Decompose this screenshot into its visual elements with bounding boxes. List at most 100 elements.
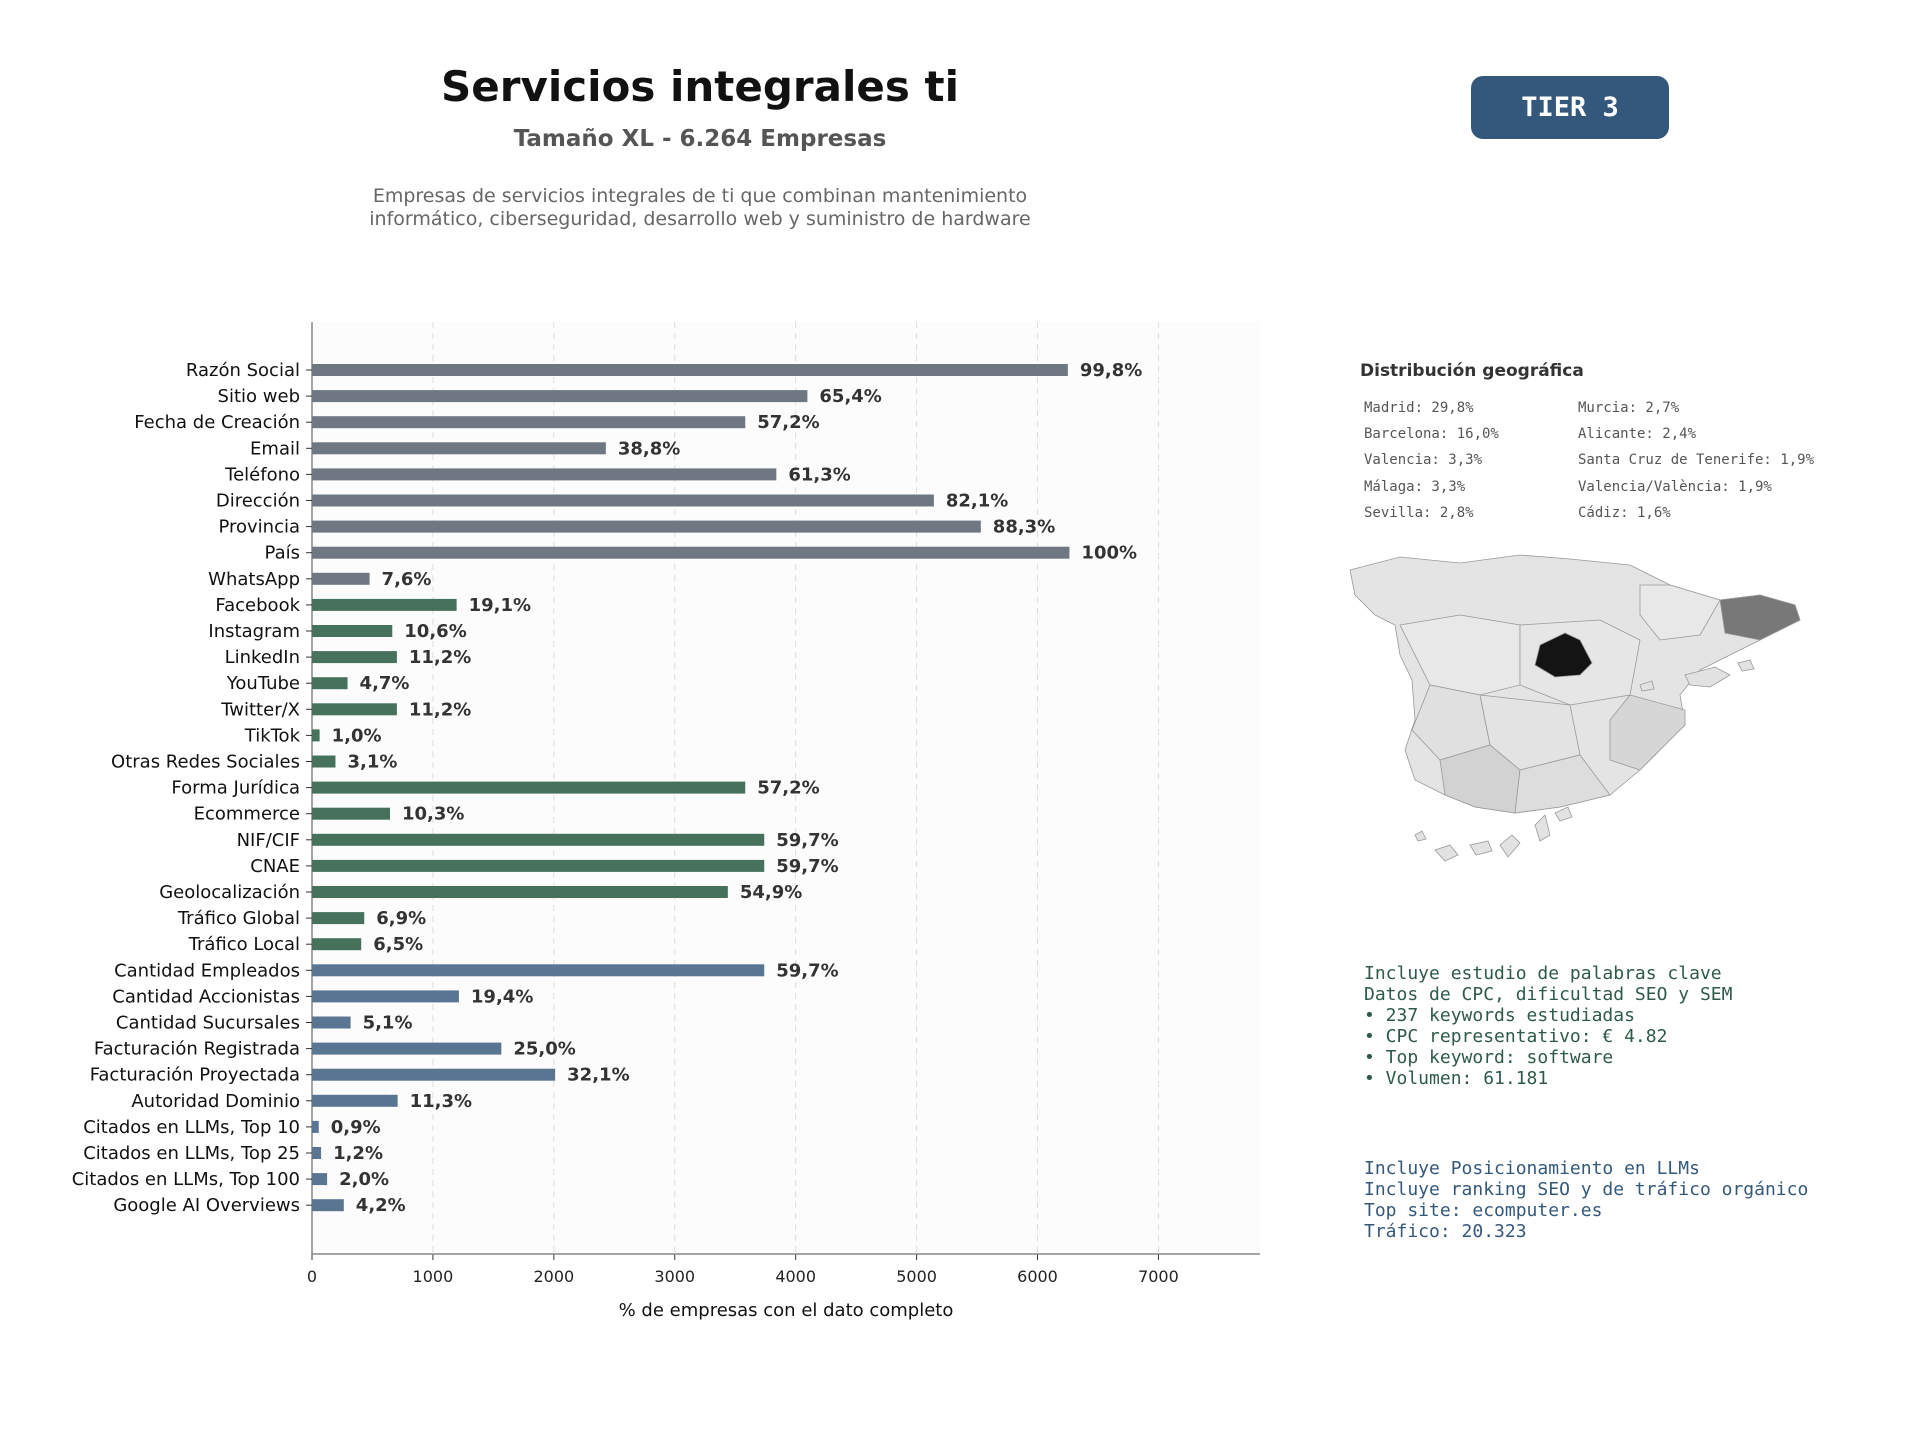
category-label: País bbox=[265, 543, 300, 564]
bar bbox=[312, 859, 765, 872]
data-label: 2,0% bbox=[339, 1169, 389, 1190]
x-tick-label: 4000 bbox=[775, 1267, 816, 1286]
data-label: 4,2% bbox=[356, 1195, 406, 1216]
data-label: 19,4% bbox=[471, 986, 533, 1007]
data-label: 4,7% bbox=[360, 673, 410, 694]
geo-item: Cádiz: 1,6% bbox=[1578, 505, 1671, 521]
geo-item: Barcelona: 16,0% bbox=[1364, 426, 1499, 442]
data-label: 5,1% bbox=[363, 1013, 413, 1034]
keywords-line: • Volumen: 61.181 bbox=[1364, 1068, 1549, 1089]
category-label: Citados en LLMs, Top 100 bbox=[72, 1169, 300, 1190]
page-subtitle: Tamaño XL - 6.264 Empresas bbox=[513, 126, 887, 152]
x-tick-label: 5000 bbox=[896, 1267, 937, 1286]
x-tick-label: 1000 bbox=[413, 1267, 454, 1286]
data-label: 25,0% bbox=[513, 1039, 575, 1060]
data-label: 6,5% bbox=[373, 934, 423, 955]
keywords-line: • Top keyword: software bbox=[1364, 1047, 1614, 1068]
geo-item: Santa Cruz de Tenerife: 1,9% bbox=[1578, 452, 1815, 468]
description-line: Empresas de servicios integrales de ti q… bbox=[372, 185, 1028, 207]
geo-item: Murcia: 2,7% bbox=[1578, 400, 1680, 416]
data-label: 0,9% bbox=[331, 1117, 381, 1138]
bar bbox=[312, 520, 981, 533]
data-label: 38,8% bbox=[618, 438, 680, 459]
category-label: Provincia bbox=[218, 517, 300, 538]
data-label: 100% bbox=[1081, 543, 1137, 564]
data-label: 11,2% bbox=[409, 647, 471, 668]
data-label: 57,2% bbox=[757, 778, 819, 799]
geo-item: Málaga: 3,3% bbox=[1364, 479, 1466, 495]
data-label: 59,7% bbox=[776, 856, 838, 877]
keywords-line: • CPC representativo: € 4.82 bbox=[1364, 1026, 1668, 1047]
category-label: Google AI Overviews bbox=[113, 1195, 300, 1216]
keywords-line: Incluye estudio de palabras clave bbox=[1364, 963, 1722, 984]
x-axis-label: % de empresas con el dato completo bbox=[619, 1300, 954, 1321]
bar bbox=[312, 912, 365, 925]
category-label: Forma Jurídica bbox=[171, 778, 300, 799]
geo-item: Valencia: 3,3% bbox=[1364, 452, 1483, 468]
category-label: Sitio web bbox=[218, 386, 300, 407]
bar bbox=[312, 598, 457, 611]
data-label: 59,7% bbox=[776, 830, 838, 851]
llm-line: Incluye ranking SEO y de tráfico orgánic… bbox=[1364, 1179, 1809, 1200]
description-line: informático, ciberseguridad, desarrollo … bbox=[369, 208, 1031, 230]
category-label: Citados en LLMs, Top 25 bbox=[83, 1143, 300, 1164]
data-label: 99,8% bbox=[1080, 360, 1142, 381]
category-label: TikTok bbox=[244, 725, 301, 746]
bar bbox=[312, 703, 397, 716]
category-label: Email bbox=[250, 438, 300, 459]
page-title: Servicios integrales ti bbox=[441, 62, 959, 111]
data-label: 3,1% bbox=[347, 752, 397, 773]
data-label: 32,1% bbox=[567, 1065, 629, 1086]
category-label: CNAE bbox=[250, 856, 300, 877]
category-label: Twitter/X bbox=[220, 699, 300, 720]
bar bbox=[312, 729, 320, 742]
x-tick-label: 3000 bbox=[654, 1267, 695, 1286]
category-label: YouTube bbox=[226, 673, 300, 694]
llm-line: Top site: ecomputer.es bbox=[1364, 1200, 1603, 1221]
category-label: Instagram bbox=[208, 621, 300, 642]
data-label: 61,3% bbox=[788, 464, 850, 485]
category-label: Dirección bbox=[216, 491, 300, 512]
bar bbox=[312, 677, 348, 690]
bar bbox=[312, 1068, 556, 1081]
bar bbox=[312, 807, 390, 820]
category-label: Tráfico Local bbox=[188, 934, 300, 955]
category-label: Otras Redes Sociales bbox=[111, 752, 300, 773]
x-tick-label: 7000 bbox=[1138, 1267, 1179, 1286]
category-label: WhatsApp bbox=[208, 569, 300, 590]
bar bbox=[312, 468, 777, 481]
bar bbox=[312, 990, 459, 1003]
data-label: 19,1% bbox=[469, 595, 531, 616]
category-label: Citados en LLMs, Top 10 bbox=[83, 1117, 300, 1138]
data-label: 59,7% bbox=[776, 960, 838, 981]
bar bbox=[312, 1199, 344, 1212]
data-label: 57,2% bbox=[757, 412, 819, 433]
category-label: Cantidad Sucursales bbox=[116, 1013, 300, 1034]
data-label: 82,1% bbox=[946, 491, 1008, 512]
bar bbox=[312, 572, 370, 585]
bar bbox=[312, 886, 728, 898]
bar bbox=[312, 755, 336, 768]
geo-item: Sevilla: 2,8% bbox=[1364, 505, 1474, 521]
bar bbox=[312, 1042, 502, 1055]
bar bbox=[312, 1120, 319, 1133]
bar bbox=[312, 781, 746, 794]
x-tick-label: 2000 bbox=[533, 1267, 574, 1286]
keywords-line: • 237 keywords estudiadas bbox=[1364, 1005, 1635, 1026]
data-label: 54,9% bbox=[740, 882, 802, 903]
bar bbox=[312, 833, 765, 846]
category-label: Facturación Registrada bbox=[94, 1039, 300, 1060]
category-label: Facebook bbox=[215, 595, 300, 616]
category-label: Cantidad Empleados bbox=[114, 960, 300, 981]
category-label: Autoridad Dominio bbox=[131, 1091, 300, 1112]
llm-line: Incluye Posicionamiento en LLMs bbox=[1364, 1158, 1700, 1179]
geo-title: Distribución geográfica bbox=[1360, 361, 1584, 381]
tier-badge: TIER 3 bbox=[1471, 76, 1669, 139]
llm-panel: Incluye Posicionamiento en LLMs Incluye … bbox=[1364, 1158, 1808, 1242]
bar bbox=[312, 625, 393, 637]
data-label: 65,4% bbox=[819, 386, 881, 407]
category-label: Geolocalización bbox=[159, 882, 300, 903]
spain-map bbox=[1349, 554, 1801, 862]
bar bbox=[312, 1094, 398, 1107]
